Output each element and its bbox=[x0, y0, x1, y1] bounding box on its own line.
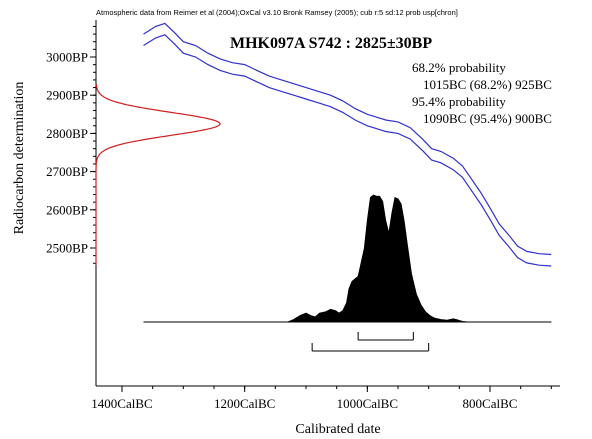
calibration-curve-lower bbox=[143, 34, 552, 267]
x-tick-label: 800CalBC bbox=[463, 396, 518, 411]
annotation-68-label: 68.2% probability bbox=[412, 60, 506, 75]
annotation-68-range: 1015BC (68.2%) 925BC bbox=[423, 77, 552, 92]
radiocarbon-distribution bbox=[95, 84, 221, 266]
annotation-95-range: 1090BC (95.4%) 900BC bbox=[423, 111, 552, 126]
calibration-curve bbox=[143, 22, 552, 267]
x-tick-label: 1000CalBC bbox=[337, 396, 398, 411]
y-tick-label: 2500BP bbox=[46, 241, 88, 256]
radiocarbon-normal-curve bbox=[95, 84, 221, 266]
y-axis-title: Radiocarbon determination bbox=[12, 82, 27, 235]
probability-ranges bbox=[311, 332, 430, 352]
y-tick-label: 2600BP bbox=[46, 202, 88, 217]
y-tick-label: 3000BP bbox=[46, 50, 88, 65]
y-tick-label: 2800BP bbox=[46, 126, 88, 141]
y-tick-label: 2900BP bbox=[46, 88, 88, 103]
x-axis-title: Calibrated date bbox=[295, 422, 380, 437]
x-tick-label: 1200CalBC bbox=[214, 396, 275, 411]
chart-title: MHK097A S742 : 2825±30BP bbox=[230, 35, 432, 52]
plot-axes: 3000BP 2900BP 2800BP 2700BP 2600BP 2500BP 1400… bbox=[46, 20, 560, 411]
header-note: Atmospheric data from Reimer et al (2004… bbox=[96, 8, 458, 17]
y-tick-label: 2700BP bbox=[46, 164, 88, 179]
x-tick-label: 1400CalBC bbox=[91, 396, 152, 411]
annotation-95-label: 95.4% probability bbox=[412, 94, 506, 109]
calibrated-distribution bbox=[143, 194, 552, 323]
calibrated-probability-area bbox=[143, 194, 552, 323]
calibration-curve-upper bbox=[143, 22, 552, 256]
